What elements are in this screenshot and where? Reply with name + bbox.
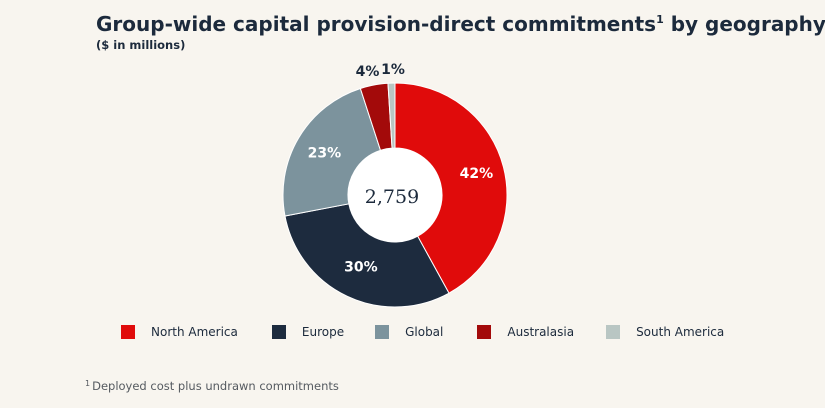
legend-label: Australasia <box>507 325 575 339</box>
data-label-europe: 30% <box>344 259 378 275</box>
legend-item-global: Global <box>375 325 443 339</box>
legend-item-europe: Europe <box>271 325 345 339</box>
legend-item-australasia: Australasia <box>477 325 574 339</box>
legend-label: North America <box>151 325 238 339</box>
chart-subtitle: ($ in millions) <box>96 38 186 52</box>
legend-swatch <box>271 325 286 339</box>
data-label-australasia: 4% <box>356 64 380 80</box>
footnote-marker: 1 <box>85 379 91 388</box>
chart-title-suffix: by geography <box>663 12 825 36</box>
title-footnote-marker: 1 <box>656 13 664 26</box>
legend-item-south-america: South America <box>606 325 724 339</box>
chart-title-text: Group-wide capital provision-direct comm… <box>96 12 657 36</box>
legend-swatch <box>477 325 492 339</box>
legend-swatch <box>121 325 135 339</box>
chart-legend: North America Europe Global Australasia … <box>121 325 724 339</box>
legend-label: South America <box>636 325 725 339</box>
data-label-south-america: 1% <box>381 62 405 78</box>
footnote: 1 Deployed cost plus undrawn commitments <box>85 379 339 393</box>
legend-label: Europe <box>301 325 345 339</box>
legend-swatch <box>375 325 390 339</box>
footnote-text: Deployed cost plus undrawn commitments <box>92 379 339 393</box>
legend-item-north-america: North America <box>121 325 238 339</box>
data-label-global: 23% <box>308 145 342 161</box>
data-label-north-america: 42% <box>460 166 494 182</box>
center-total-label: 2,759 <box>365 186 419 208</box>
chart-title: Group-wide capital provision-direct comm… <box>96 12 825 36</box>
legend-swatch <box>606 325 621 339</box>
donut-hole <box>348 148 442 242</box>
legend-label: Global <box>405 325 444 339</box>
